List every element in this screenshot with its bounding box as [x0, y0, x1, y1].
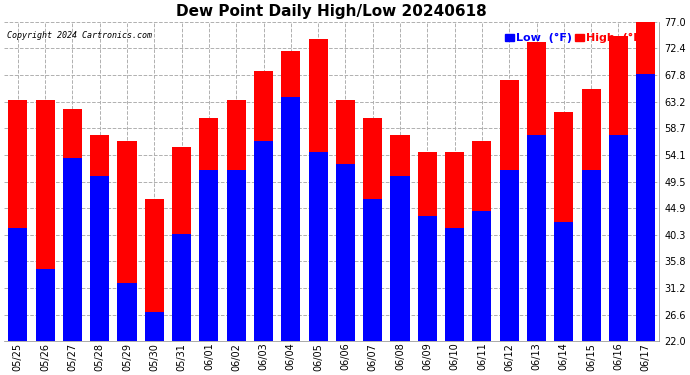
Bar	[582, 170, 601, 341]
Bar	[308, 39, 328, 341]
Bar	[473, 211, 491, 341]
Bar	[117, 283, 137, 341]
Bar	[90, 135, 109, 341]
Bar	[199, 118, 219, 341]
Bar	[254, 71, 273, 341]
Bar	[63, 109, 82, 341]
Bar	[417, 216, 437, 341]
Text: Copyright 2024 Cartronics.com: Copyright 2024 Cartronics.com	[8, 31, 152, 40]
Bar	[500, 170, 519, 341]
Bar	[391, 135, 410, 341]
Bar	[145, 312, 164, 341]
Bar	[582, 88, 601, 341]
Bar	[254, 141, 273, 341]
Bar	[282, 97, 300, 341]
Bar	[417, 153, 437, 341]
Bar	[554, 112, 573, 341]
Bar	[391, 176, 410, 341]
Bar	[473, 141, 491, 341]
Bar	[500, 80, 519, 341]
Bar	[445, 228, 464, 341]
Bar	[199, 170, 219, 341]
Legend: Low  (°F), High  (°F): Low (°F), High (°F)	[500, 29, 651, 48]
Bar	[226, 170, 246, 341]
Bar	[609, 135, 628, 341]
Bar	[554, 222, 573, 341]
Bar	[363, 118, 382, 341]
Bar	[527, 42, 546, 341]
Bar	[8, 228, 28, 341]
Bar	[226, 100, 246, 341]
Bar	[336, 164, 355, 341]
Bar	[282, 51, 300, 341]
Bar	[36, 268, 55, 341]
Bar	[172, 147, 191, 341]
Bar	[145, 199, 164, 341]
Bar	[8, 100, 28, 341]
Bar	[445, 153, 464, 341]
Bar	[36, 100, 55, 341]
Bar	[308, 153, 328, 341]
Bar	[609, 36, 628, 341]
Bar	[636, 74, 656, 341]
Bar	[172, 234, 191, 341]
Bar	[63, 158, 82, 341]
Bar	[636, 22, 656, 341]
Bar	[90, 176, 109, 341]
Bar	[117, 141, 137, 341]
Bar	[527, 135, 546, 341]
Title: Dew Point Daily High/Low 20240618: Dew Point Daily High/Low 20240618	[177, 4, 487, 19]
Bar	[336, 100, 355, 341]
Bar	[363, 199, 382, 341]
